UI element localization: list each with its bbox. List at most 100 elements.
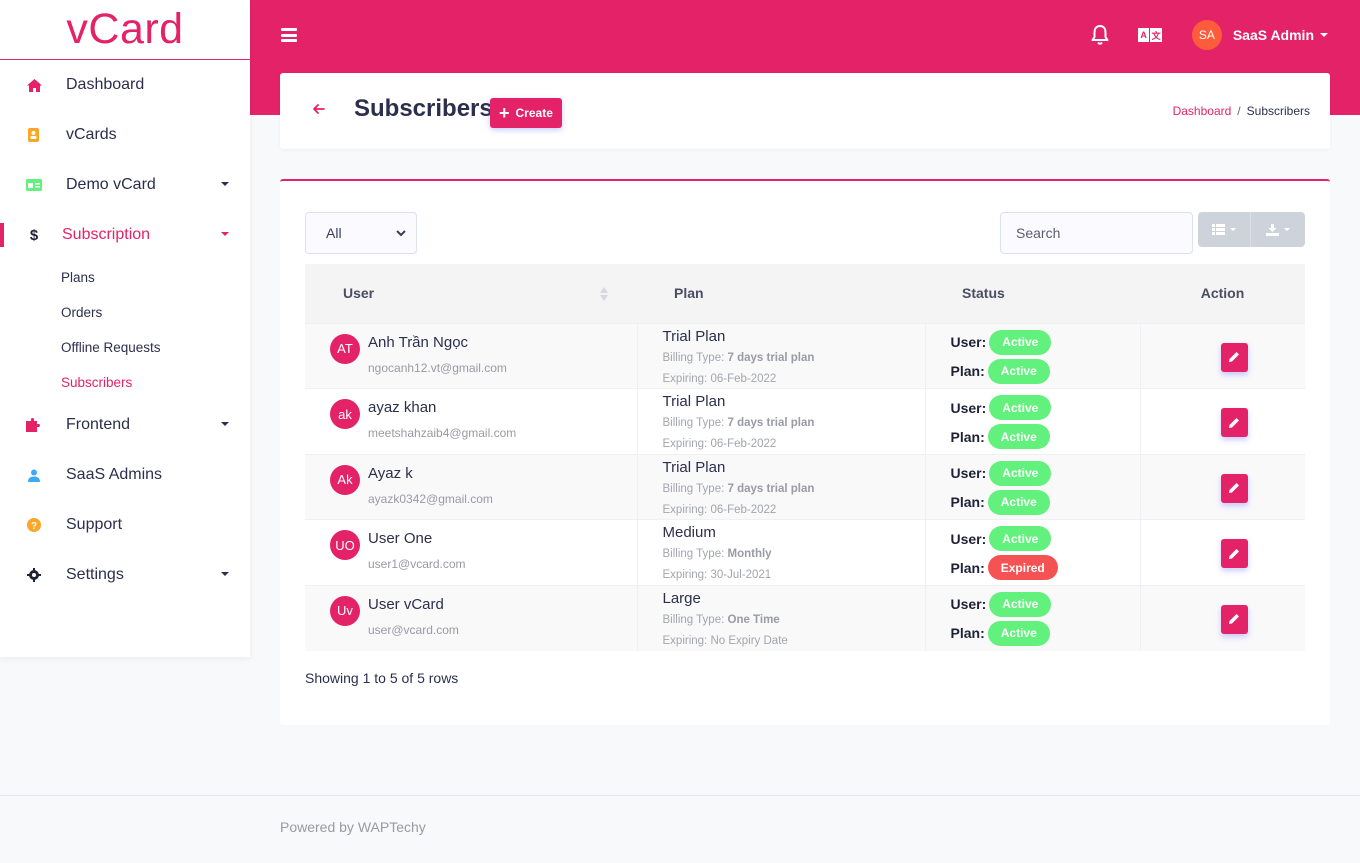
- create-button[interactable]: + Create: [490, 98, 562, 128]
- translate-icon[interactable]: A 文: [1137, 28, 1162, 42]
- user-name-link[interactable]: ayaz khan: [368, 399, 437, 416]
- sidebar-item-saas-admins[interactable]: SaaS Admins: [0, 450, 250, 500]
- status-badge: Expired: [987, 555, 1058, 580]
- filter-value: All: [326, 225, 342, 241]
- table-header-row: User Plan Status Action: [305, 264, 1305, 323]
- user-status: User: Active: [951, 393, 1140, 422]
- edit-button[interactable]: [1220, 539, 1248, 568]
- billing-type: Billing Type: Monthly: [662, 548, 772, 560]
- status-badge: Active: [987, 489, 1050, 515]
- sidebar-item-vcards[interactable]: vCards: [0, 110, 250, 160]
- sidebar-item-dashboard[interactable]: Dashboard: [0, 60, 250, 110]
- plan-cell: Trial Plan Billing Type: 7 days trial pl…: [636, 388, 925, 454]
- dollar-icon: $: [29, 226, 39, 244]
- subscribers-card: All User Plan Status Action: [280, 179, 1330, 725]
- edit-button[interactable]: [1220, 408, 1248, 437]
- column-header-user[interactable]: User: [305, 264, 637, 323]
- sidebar-subitem-orders[interactable]: Orders: [61, 305, 103, 320]
- edit-button[interactable]: [1220, 604, 1248, 634]
- avatar: Ak: [330, 464, 360, 495]
- column-header-status: Status: [925, 264, 1140, 323]
- arrow-left-icon[interactable]: [312, 102, 326, 116]
- status-cell: User: Active Plan: Active: [924, 322, 1140, 389]
- user-name-link[interactable]: User vCard: [368, 595, 444, 613]
- sidebar-subitem-offline-requests[interactable]: Offline Requests: [61, 340, 161, 355]
- search-input[interactable]: [1000, 212, 1193, 254]
- sidebar-item-demo-vcard[interactable]: Demo vCard: [0, 160, 250, 210]
- sidebar-item-subscription[interactable]: $ Subscription: [0, 210, 250, 260]
- caret-down-icon: [1284, 228, 1290, 231]
- user-name-link[interactable]: Ayaz k: [368, 464, 413, 482]
- expiry-date: Expiring: No Expiry Date: [662, 634, 788, 647]
- subscription-submenu: Plans Orders Offline Requests Subscriber…: [0, 260, 250, 400]
- address-book-icon: [26, 127, 42, 143]
- brand-logo[interactable]: vCard: [0, 0, 250, 60]
- question-circle-icon: ?: [26, 517, 42, 533]
- bell-icon[interactable]: [1090, 24, 1110, 46]
- plan-status: Plan: Active: [951, 357, 1140, 386]
- pencil-icon: [1229, 417, 1239, 428]
- columns-toggle-button[interactable]: [1198, 212, 1250, 247]
- sidebar-item-settings[interactable]: Settings: [0, 550, 250, 600]
- sidebar-item-label: Demo vCard: [66, 176, 156, 193]
- user-cell: ak ayaz khan meetshahzaib4@gmail.com: [305, 388, 637, 454]
- plan-cell: Large Billing Type: One Time Expiring: N…: [636, 584, 925, 651]
- billing-type: Billing Type: One Time: [662, 613, 780, 626]
- sidebar-item-label: SaaS Admins: [66, 466, 163, 483]
- user-cell: UO User One user1@vcard.com: [305, 519, 637, 585]
- sidebar-item-frontend[interactable]: Frontend: [0, 400, 250, 450]
- caret-down-icon: [221, 422, 229, 426]
- column-header-action: Action: [1140, 264, 1305, 323]
- status-badge: Active: [989, 329, 1052, 355]
- avatar: ak: [330, 399, 360, 429]
- hamburger-icon[interactable]: [281, 28, 297, 42]
- expiry-date: Expiring: 30-Jul-2021: [662, 569, 772, 581]
- edit-button[interactable]: [1220, 473, 1248, 503]
- expiry-date: Expiring: 06-Feb-2022: [662, 372, 777, 385]
- sidebar-subitem-plans[interactable]: Plans: [61, 270, 95, 285]
- column-label: User: [343, 285, 375, 302]
- svg-text:?: ?: [31, 521, 37, 532]
- user-email: ayazk0342@gmail.com: [368, 491, 493, 506]
- pagination-summary: Showing 1 to 5 of 5 rows: [305, 670, 459, 686]
- subscribers-table: User Plan Status Action AT Anh Trần Ngọc…: [305, 264, 1305, 651]
- caret-down-icon: [1230, 228, 1236, 231]
- pencil-icon: [1229, 614, 1239, 624]
- user-status: User: Active: [951, 590, 1140, 619]
- user-name-link[interactable]: Anh Trần Ngọc: [368, 333, 469, 351]
- sidebar-item-label: vCards: [66, 126, 117, 143]
- status-cell: User: Active Plan: Active: [924, 453, 1140, 520]
- breadcrumb-separator: /: [1237, 104, 1241, 118]
- breadcrumb: Dashboard / Subscribers: [1173, 104, 1310, 118]
- export-button[interactable]: [1250, 212, 1305, 247]
- lang-glyph-a: A: [1137, 28, 1150, 42]
- chevron-down-icon: [396, 230, 406, 237]
- status-filter-select[interactable]: All: [305, 212, 417, 254]
- user-email: user1@vcard.com: [368, 557, 466, 571]
- sidebar-subitem-subscribers[interactable]: Subscribers: [61, 375, 133, 390]
- avatar: UO: [330, 530, 360, 560]
- status-badge: Active: [989, 526, 1052, 551]
- status-badge: Active: [989, 395, 1052, 420]
- sidebar-item-label: Support: [66, 516, 123, 533]
- user-name-link[interactable]: User One: [368, 530, 433, 547]
- sidebar-item-support[interactable]: ? Support: [0, 500, 250, 550]
- sort-icon[interactable]: [599, 286, 609, 302]
- breadcrumb-dashboard[interactable]: Dashboard: [1172, 104, 1232, 118]
- action-cell: [1139, 453, 1305, 520]
- table-row: AT Anh Trần Ngọc ngocanh12.vt@gmail.com …: [305, 322, 1305, 389]
- plan-status: Plan: Active: [951, 422, 1140, 451]
- status-badge: Active: [989, 460, 1052, 486]
- plan-cell: Trial Plan Billing Type: 7 days trial pl…: [636, 453, 925, 520]
- sidebar: vCard Dashboard vCards Demo vCard $ Subs…: [0, 0, 250, 657]
- billing-type: Billing Type: 7 days trial plan: [662, 482, 815, 495]
- action-cell: [1139, 584, 1305, 651]
- caret-down-icon: [1320, 33, 1328, 37]
- gear-icon: [26, 567, 42, 583]
- avatar: SA: [1191, 20, 1222, 50]
- user-menu-dropdown[interactable]: SA SaaS Admin: [1191, 20, 1328, 50]
- page-title: Subscribers: [354, 95, 493, 122]
- edit-button[interactable]: [1220, 342, 1248, 372]
- pencil-icon: [1229, 548, 1239, 559]
- pencil-icon: [1229, 483, 1239, 493]
